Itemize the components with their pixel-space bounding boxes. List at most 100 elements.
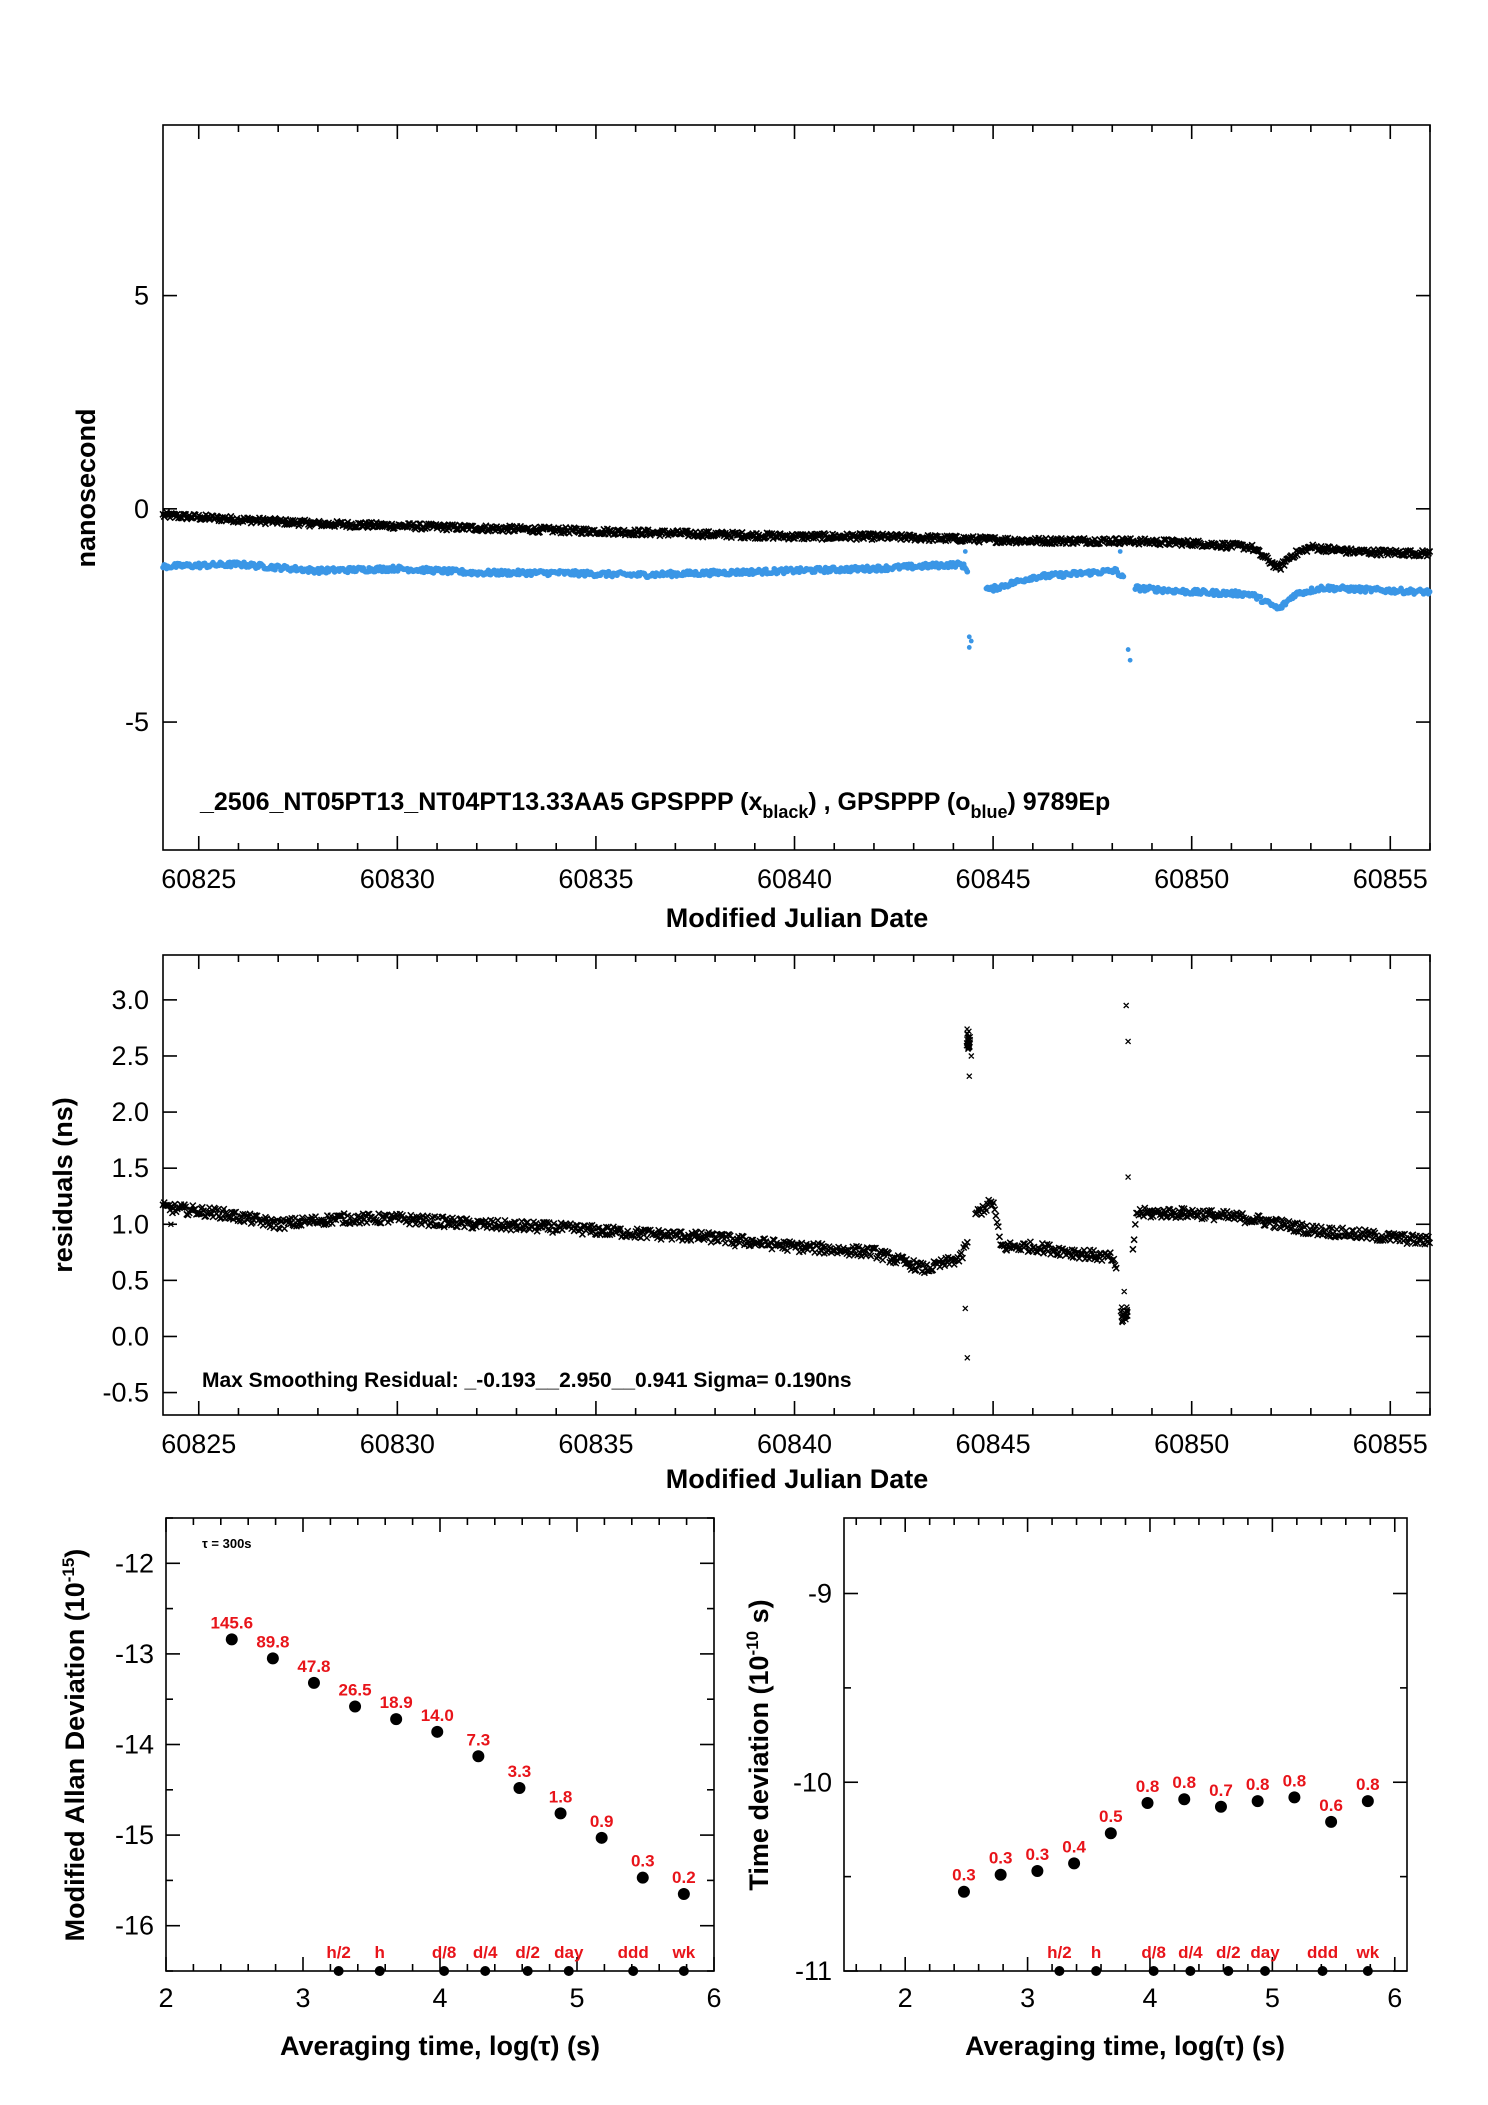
phase-xtick-label: 60835: [558, 864, 633, 894]
mdev-interval-marker: [678, 1966, 689, 1976]
tdev-interval-marker: [1091, 1966, 1102, 1976]
tdev-interval-marker: [1185, 1966, 1196, 1976]
tdev-interval-label: d/8: [1141, 1943, 1166, 1962]
residuals-ylabel: residuals (ns): [48, 1097, 78, 1273]
mdev-point: [554, 1807, 567, 1820]
tdev-panel: -9 -10 -11 2 3 4 5 6 0.3 0.3 0.3 0.4 0.5 0.8 0.8 0.7 0.8…: [743, 1517, 1408, 2061]
mdev-point: [390, 1713, 403, 1726]
tdev-interval-label: d/4: [1178, 1943, 1203, 1962]
mdev-xtick-label: 3: [295, 1983, 310, 2013]
residuals-xtick-label: 60840: [757, 1429, 832, 1459]
mdev-ytick-label: -16: [115, 1911, 154, 1941]
mdev-xtick-label: 4: [432, 1983, 447, 2013]
tdev-interval-marker: [1362, 1966, 1373, 1976]
mdev-interval-marker: [563, 1966, 574, 1976]
tdev-point-label: 0.6: [1319, 1796, 1343, 1815]
mdev-point: [266, 1652, 279, 1665]
mdev-point-label: 47.8: [297, 1657, 330, 1676]
mdev-interval-marker: [480, 1966, 491, 1976]
residuals-plot-frame: [162, 954, 1431, 1416]
mdev-point: [349, 1700, 362, 1713]
phase-xtick-label: 60845: [956, 864, 1031, 894]
mdev-interval-label: d/2: [515, 1943, 540, 1962]
mdev-point: [677, 1887, 690, 1900]
mdev-point-label: 26.5: [339, 1680, 372, 1699]
mdev-point: [513, 1781, 526, 1794]
phase-xlabel: Modified Julian Date: [666, 903, 929, 933]
residuals-ytick-label: 2.5: [111, 1041, 149, 1071]
mdev-point-label: 0.3: [631, 1852, 655, 1871]
phase-annotation: _2506_NT05PT13_NT04PT13.33AA5 GPSPPP (xb…: [199, 788, 1110, 822]
tdev-interval-label: wk: [1355, 1943, 1379, 1962]
mdev-point-label: 0.2: [672, 1868, 696, 1887]
mdev-xtick-label: 2: [158, 1983, 173, 2013]
mdev-point-label: 89.8: [256, 1632, 289, 1651]
phase-blue-outlier: [966, 645, 972, 650]
tdev-interval-marker: [1223, 1966, 1234, 1976]
mdev-ytick-label: -15: [115, 1820, 154, 1850]
phase-blue-outlier: [1125, 647, 1131, 652]
tdev-interval-marker: [1260, 1966, 1271, 1976]
mdev-interval-marker: [628, 1966, 639, 1976]
tdev-interval-label: d/2: [1216, 1943, 1241, 1962]
tau-note: τ = 300s: [202, 1536, 252, 1551]
mdev-interval-marker: [439, 1966, 450, 1976]
tdev-point: [1251, 1795, 1264, 1808]
tdev-point: [1325, 1815, 1338, 1828]
tdev-point: [1141, 1797, 1154, 1810]
mdev-interval-marker: [522, 1966, 533, 1976]
residuals-panel: -0.5 0.0 0.5 1.0 1.5 2.0 2.5 3.0 60825 60830 60835…: [48, 954, 1434, 1494]
tdev-ytick-label: -10: [793, 1767, 832, 1797]
tdev-point: [1178, 1793, 1191, 1806]
residuals-ytick-label: 1.0: [111, 1209, 149, 1239]
mdev-point: [431, 1725, 444, 1738]
residuals-ytick-label: -0.5: [102, 1378, 149, 1408]
residuals-xtick-label: 60825: [161, 1429, 236, 1459]
mdev-xlabel: Averaging time, log(τ) (s): [280, 2031, 600, 2061]
tdev-xlabel: Averaging time, log(τ) (s): [965, 2031, 1285, 2061]
phase-blue-outlier: [962, 549, 968, 554]
tdev-ytick-label: -11: [795, 1956, 832, 1986]
phase-xtick-label: 60850: [1154, 864, 1229, 894]
residuals-ytick-label: 1.5: [111, 1153, 149, 1183]
tdev-point: [957, 1885, 970, 1898]
mdev-interval-marker: [333, 1966, 344, 1976]
tdev-interval-marker: [1054, 1966, 1065, 1976]
tdev-point: [1031, 1864, 1044, 1877]
tdev-interval-label: h: [1091, 1943, 1101, 1962]
phase-xtick-label: 60855: [1353, 864, 1428, 894]
tdev-point-label: 0.7: [1209, 1781, 1233, 1800]
tdev-point-label: 0.8: [1136, 1777, 1160, 1796]
phase-plot-frame: [162, 124, 1431, 851]
mdev-point: [636, 1871, 649, 1884]
mdev-point-label: 18.9: [380, 1693, 413, 1712]
tdev-point-label: 0.8: [1172, 1773, 1196, 1792]
tdev-plot-frame: [843, 1517, 1408, 1972]
mdev-ytick-label: -14: [115, 1730, 154, 1760]
tdev-point-label: 0.8: [1283, 1771, 1307, 1790]
mdev-ytick-label: -12: [115, 1548, 154, 1578]
phase-blue-outlier: [968, 638, 974, 644]
residuals-ytick-label: 3.0: [111, 985, 149, 1015]
tdev-interval-marker: [1317, 1966, 1328, 1976]
tdev-point: [1214, 1800, 1227, 1813]
phase-ytick-label: 0: [134, 494, 149, 524]
mdev-ytick-label: -13: [115, 1639, 154, 1669]
phase-blue-outlier: [966, 634, 972, 640]
phase-xtick-label: 60840: [757, 864, 832, 894]
tdev-xtick-label: 4: [1142, 1983, 1157, 2013]
phase-ytick-label: -5: [125, 707, 149, 737]
residuals-series: [159, 1196, 1434, 1277]
tdev-point-label: 0.8: [1246, 1775, 1270, 1794]
mdev-xtick-label: 5: [569, 1983, 584, 2013]
tdev-xtick-label: 2: [898, 1983, 913, 2013]
mdev-point-label: 1.8: [549, 1787, 573, 1806]
tdev-point-label: 0.5: [1099, 1807, 1123, 1826]
mdev-interval-label: d/4: [473, 1943, 498, 1962]
tdev-point-label: 0.3: [1026, 1845, 1050, 1864]
tdev-point-label: 0.3: [952, 1866, 976, 1885]
mdev-ylabel: Modified Allan Deviation (10-15): [59, 1549, 90, 1942]
phase-xtick-label: 60830: [360, 864, 435, 894]
